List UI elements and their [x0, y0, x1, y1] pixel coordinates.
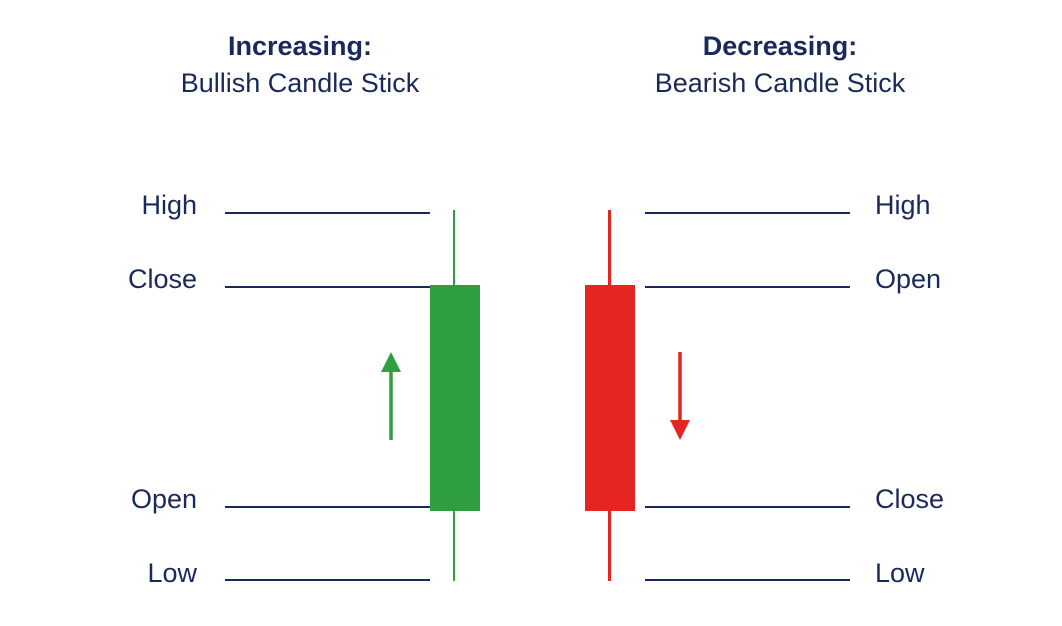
bearish-close-label: Close — [875, 484, 945, 514]
bearish-title: Decreasing: Bearish Candle Stick — [560, 28, 1000, 102]
bearish-close-line — [645, 506, 850, 508]
bullish-high-label: High — [141, 190, 197, 220]
bearish-candle-body — [585, 285, 635, 511]
bullish-high-line — [225, 212, 430, 214]
bearish-high-label: High — [875, 190, 931, 220]
bullish-open-line — [225, 506, 430, 508]
bullish-close-label: Close — [127, 264, 197, 294]
bearish-low-line — [645, 579, 850, 581]
bullish-low-line — [225, 579, 430, 581]
bullish-low-label: Low — [147, 558, 197, 588]
down-arrow-icon — [670, 352, 690, 440]
bullish-title: Increasing: Bullish Candle Stick — [80, 28, 520, 102]
bearish-title-line1: Decreasing: — [702, 31, 858, 61]
bearish-low-label: Low — [875, 558, 925, 588]
bullish-open-label: Open — [130, 484, 197, 514]
bearish-open-label: Open — [875, 264, 942, 294]
bearish-open-line — [645, 286, 850, 288]
bullish-title-line1: Increasing: — [227, 31, 373, 61]
up-arrow-icon — [381, 352, 401, 440]
up-arrow-head — [381, 352, 401, 372]
bullish-candle-body — [430, 285, 480, 511]
bearish-title-line2: Bearish Candle Stick — [654, 68, 906, 98]
bearish-high-line — [645, 212, 850, 214]
bullish-close-line — [225, 286, 430, 288]
down-arrow-head — [670, 420, 690, 440]
bullish-title-line2: Bullish Candle Stick — [180, 68, 420, 98]
